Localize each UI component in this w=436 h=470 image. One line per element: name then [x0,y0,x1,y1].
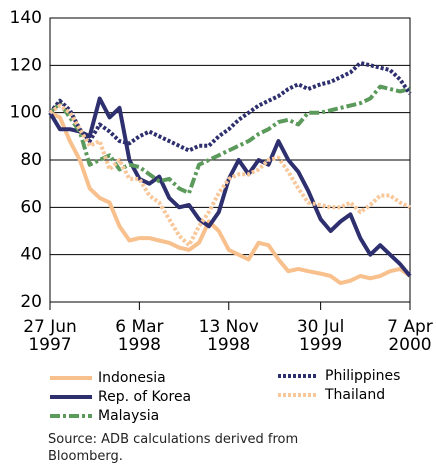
series-line [48,103,411,248]
x-tick-label: 6 Mar 1998 [115,317,164,355]
series-line [49,110,412,286]
series-line [48,84,411,196]
legend-label: Rep. of Korea [98,389,191,405]
y-tick-label: 120 [10,55,42,75]
y-tick-label: 100 [10,103,42,123]
legend-label: Indonesia [98,370,166,386]
source-note: Source: ADB calculations derived from Bl… [48,432,299,464]
x-tick-label: 30 Jul 1999 [296,317,345,355]
legend-label: Thailand [324,387,385,403]
legend-label: Philippines [325,368,400,384]
plot-frame [49,17,411,303]
y-tick-label: 80 [20,150,42,170]
x-tick-label: 27 Jun 1997 [23,317,77,355]
y-tick-label: 20 [20,292,42,312]
x-tick-label: 7 Apr 2000 [387,317,433,355]
x-tick-label: 13 Nov 1998 [198,317,259,355]
y-tick-label: 40 [20,245,42,265]
series-line [48,61,412,153]
legend-label: Malaysia [98,408,159,424]
y-tick-label: 140 [10,8,42,28]
y-tick-label: 60 [20,197,42,217]
